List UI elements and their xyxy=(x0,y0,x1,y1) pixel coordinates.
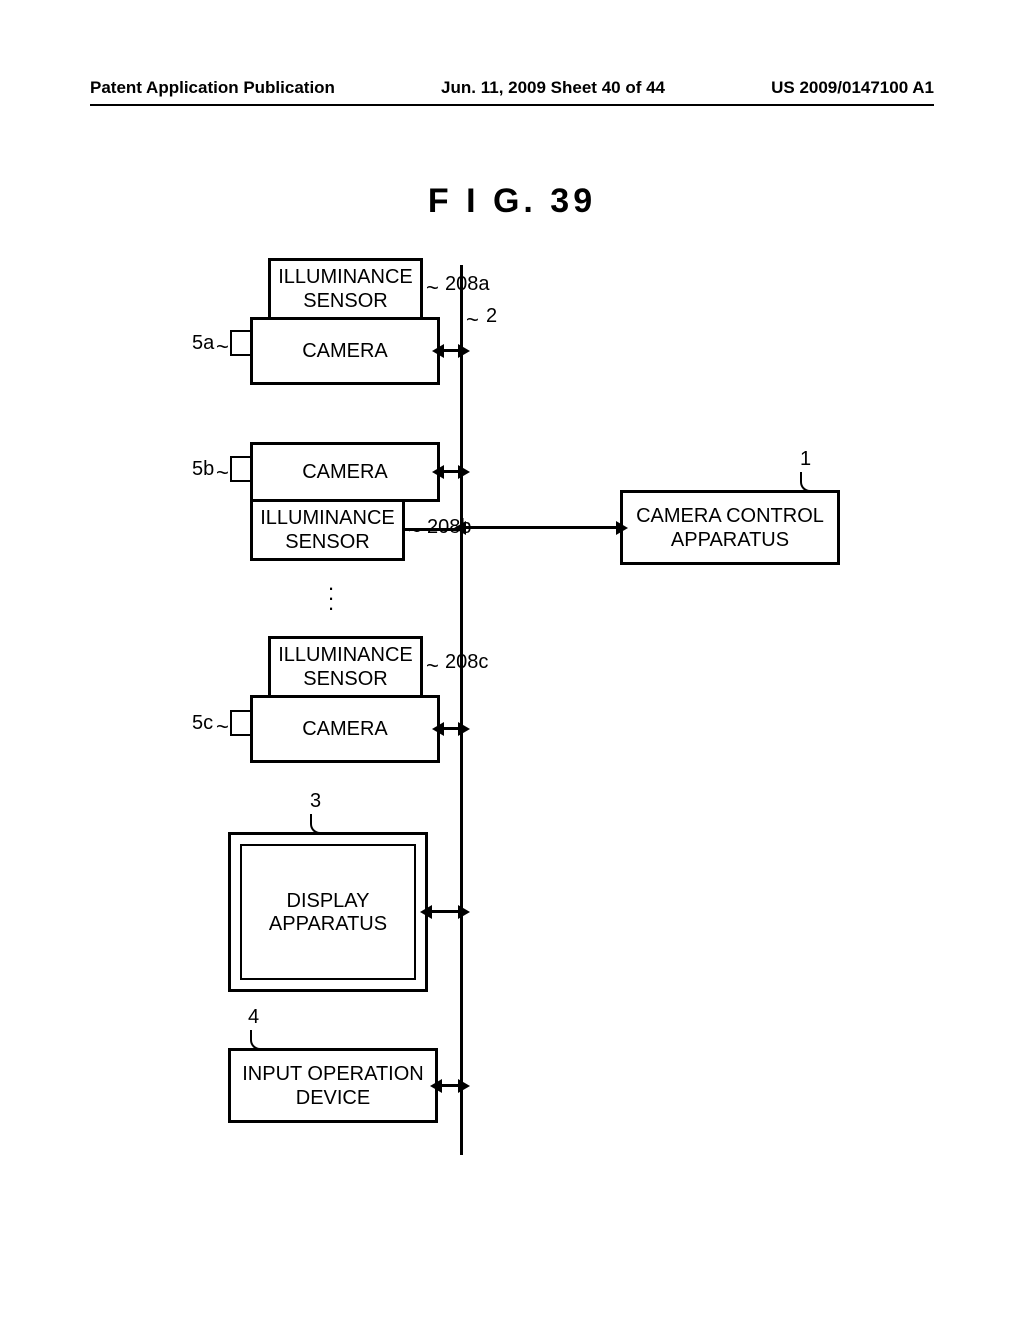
hook-1 xyxy=(800,472,814,492)
arrow-input-right xyxy=(458,1079,470,1093)
block-camera-c: CAMERA xyxy=(250,695,440,763)
block-controller-label: CAMERA CONTROL APPARATUS xyxy=(636,504,824,552)
block-display-label: DISPLAY APPARATUS xyxy=(228,890,428,936)
block-sensor-b: ILLUMINANCE SENSOR xyxy=(250,499,405,561)
hook-4 xyxy=(250,1030,264,1050)
ref-5c: 5c xyxy=(192,712,213,735)
arrow-input-left xyxy=(430,1079,442,1093)
header-right: US 2009/0147100 A1 xyxy=(771,78,934,98)
arrow-camera-b-right xyxy=(458,465,470,479)
block-camera-b-label: CAMERA xyxy=(302,460,388,484)
block-camera-c-label: CAMERA xyxy=(302,717,388,741)
arrow-camera-a-right xyxy=(458,344,470,358)
block-input-label: INPUT OPERATION DEVICE xyxy=(242,1062,424,1110)
block-sensor-b-label: ILLUMINANCE SENSOR xyxy=(260,506,394,554)
header-left: Patent Application Publication xyxy=(90,78,335,98)
tilde-208c: ~ xyxy=(426,653,439,679)
block-sensor-a-label: ILLUMINANCE SENSOR xyxy=(278,265,412,313)
header-center: Jun. 11, 2009 Sheet 40 of 44 xyxy=(441,78,665,98)
tilde-5a: ~ xyxy=(216,334,229,360)
ref-5b: 5b xyxy=(192,458,214,481)
arrow-camera-c-left xyxy=(432,722,444,736)
block-sensor-c: ILLUMINANCE SENSOR xyxy=(268,636,423,698)
block-camera-a-label: CAMERA xyxy=(302,339,388,363)
ref-4: 4 xyxy=(248,1006,259,1029)
tilde-5c: ~ xyxy=(216,714,229,740)
header-rule xyxy=(90,104,934,106)
page-header: Patent Application Publication Jun. 11, … xyxy=(0,78,1024,98)
block-controller: CAMERA CONTROL APPARATUS xyxy=(620,490,840,565)
arrow-camera-c-right xyxy=(458,722,470,736)
block-input: INPUT OPERATION DEVICE xyxy=(228,1048,438,1123)
block-sensor-a: ILLUMINANCE SENSOR xyxy=(268,258,423,320)
conn-controller xyxy=(462,526,620,529)
ref-1: 1 xyxy=(800,448,811,471)
arrow-camera-b-left xyxy=(432,465,444,479)
block-camera-a: CAMERA xyxy=(250,317,440,385)
tilde-208a: ~ xyxy=(426,275,439,301)
ref-3: 3 xyxy=(310,790,321,813)
ref-5a: 5a xyxy=(192,332,214,355)
block-sensor-c-label: ILLUMINANCE SENSOR xyxy=(278,643,412,691)
bracket-5b xyxy=(230,456,250,482)
arrow-camera-a-left xyxy=(432,344,444,358)
arrow-display-right xyxy=(458,905,470,919)
tilde-5b: ~ xyxy=(216,460,229,486)
tilde-208b: ~ xyxy=(408,518,421,544)
ellipsis-dots: ... xyxy=(328,578,334,608)
arrow-controller-left xyxy=(454,521,466,535)
bus-line xyxy=(460,265,463,1155)
ref-2: 2 xyxy=(486,305,497,328)
bracket-5a xyxy=(230,330,250,356)
bracket-5c xyxy=(230,710,250,736)
conn-display xyxy=(428,910,462,913)
arrow-display-left xyxy=(420,905,432,919)
ref-208c: 208c xyxy=(445,651,488,674)
ref-208a: 208a xyxy=(445,273,490,296)
hook-3 xyxy=(310,814,324,834)
block-camera-b: CAMERA xyxy=(250,442,440,502)
arrow-controller-right xyxy=(616,521,628,535)
figure-title: F I G. 39 xyxy=(0,182,1024,221)
tilde-2: ~ xyxy=(466,307,479,333)
